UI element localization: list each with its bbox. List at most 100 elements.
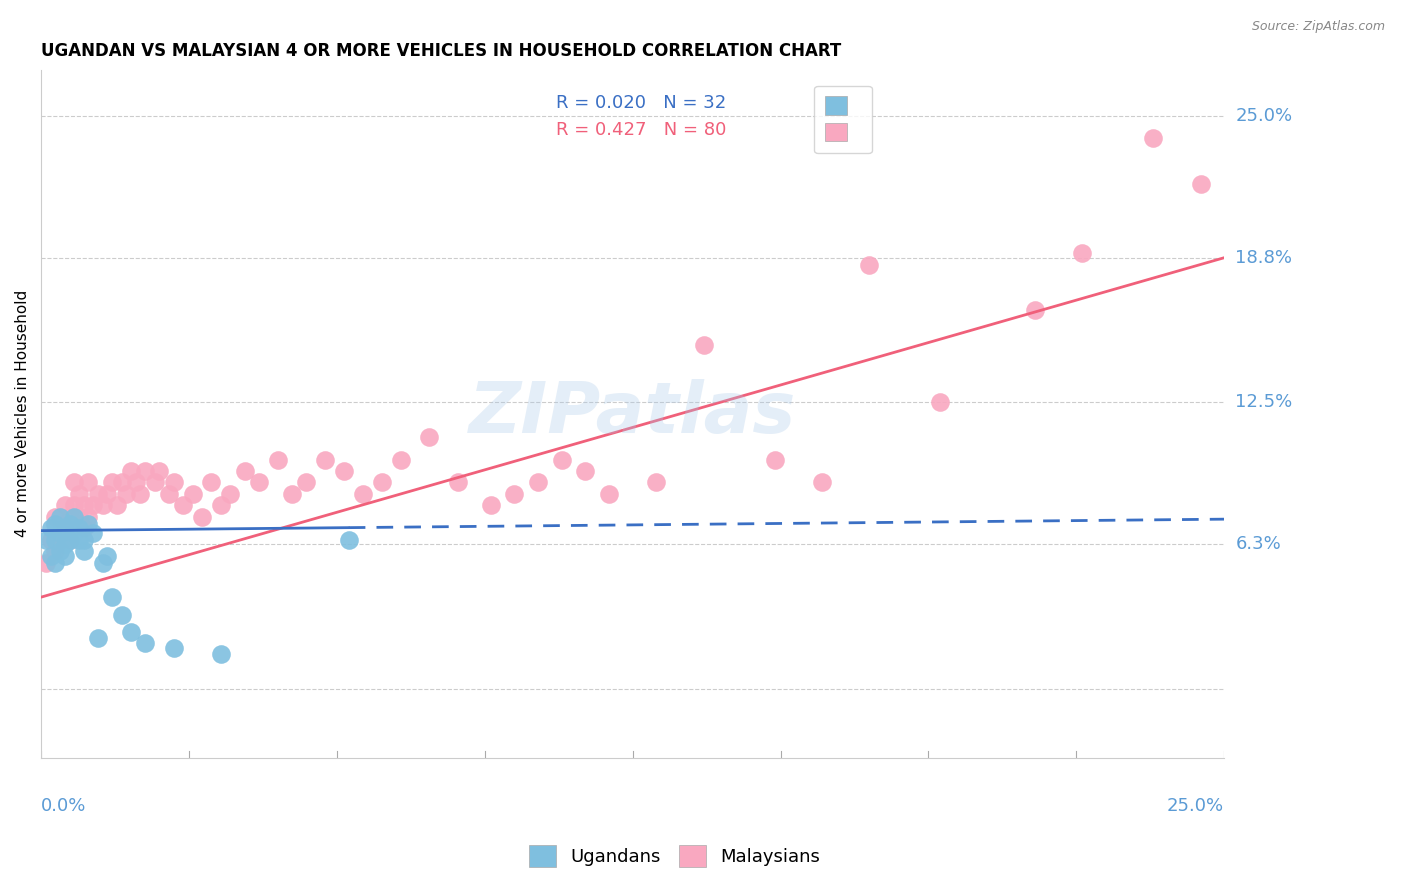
Point (120, 464, 142, 478)
Point (1024, 303, 1046, 318)
Point (692, 338, 714, 352)
Point (67, 509, 90, 524)
Point (49, 544, 72, 558)
Point (35, 556, 58, 570)
Point (53, 499, 76, 513)
Point (763, 452, 786, 467)
Point (63, 525, 86, 540)
Point (247, 475, 270, 490)
Point (858, 258, 880, 272)
Point (44, 516, 66, 531)
Text: ZIPatlas: ZIPatlas (470, 379, 796, 448)
Point (87, 632, 110, 646)
Point (91, 556, 114, 570)
Point (77, 475, 100, 490)
Point (58, 509, 80, 524)
Point (39, 521, 62, 535)
Point (49, 533, 72, 547)
Point (134, 636, 156, 650)
Point (77, 516, 100, 531)
Point (101, 590, 124, 604)
Point (53, 521, 76, 535)
Point (44, 533, 66, 547)
Point (63, 499, 86, 513)
Point (115, 487, 138, 501)
Point (44, 509, 66, 524)
Point (1189, 178, 1212, 192)
Point (550, 452, 572, 467)
Point (49, 525, 72, 540)
Point (91, 499, 114, 513)
Text: 25.0%: 25.0% (1236, 106, 1292, 125)
Point (129, 487, 152, 501)
Text: 6.3%: 6.3% (1236, 535, 1281, 553)
Y-axis label: 4 or more Vehicles in Household: 4 or more Vehicles in Household (15, 290, 30, 537)
Point (181, 487, 204, 501)
Point (49, 509, 72, 524)
Point (389, 452, 412, 467)
Point (148, 464, 170, 478)
Point (598, 487, 620, 501)
Point (479, 499, 502, 513)
Point (67, 533, 90, 547)
Point (39, 533, 62, 547)
Point (82, 525, 104, 540)
Point (200, 475, 222, 490)
Point (73, 521, 96, 535)
Point (811, 475, 834, 490)
Point (125, 475, 148, 490)
Point (645, 475, 668, 490)
Point (134, 464, 156, 478)
Text: 18.8%: 18.8% (1236, 249, 1292, 267)
Point (162, 475, 184, 490)
Text: Source: ZipAtlas.com: Source: ZipAtlas.com (1251, 20, 1385, 33)
Point (53, 549, 76, 563)
Point (73, 544, 96, 558)
Point (73, 533, 96, 547)
Point (58, 533, 80, 547)
Point (44, 544, 66, 558)
Point (503, 487, 526, 501)
Point (267, 452, 290, 467)
Point (418, 429, 440, 443)
Point (209, 499, 232, 513)
Point (1071, 246, 1094, 260)
Point (67, 521, 90, 535)
Point (105, 499, 128, 513)
Legend: Ugandans, Malaysians: Ugandans, Malaysians (522, 838, 828, 874)
Point (58, 533, 80, 547)
Point (58, 516, 80, 531)
Point (73, 499, 96, 513)
Legend: , : , (814, 86, 872, 153)
Point (314, 452, 336, 467)
Point (101, 475, 124, 490)
Point (53, 537, 76, 551)
Point (929, 395, 952, 409)
Point (143, 475, 166, 490)
Point (110, 475, 132, 490)
Point (120, 624, 142, 639)
Point (87, 487, 110, 501)
Point (77, 509, 100, 524)
Point (281, 487, 304, 501)
Point (53, 521, 76, 535)
Point (96, 549, 118, 563)
Point (110, 608, 132, 623)
Text: R = 0.427   N = 80: R = 0.427 N = 80 (555, 121, 725, 139)
Point (1142, 131, 1164, 145)
Point (219, 487, 242, 501)
Point (82, 499, 104, 513)
Point (191, 509, 214, 524)
Point (157, 487, 180, 501)
Point (63, 475, 86, 490)
Text: 25.0%: 25.0% (1167, 797, 1225, 814)
Point (96, 487, 118, 501)
Point (63, 509, 86, 524)
Point (337, 533, 360, 547)
Text: R = 0.020   N = 32: R = 0.020 N = 32 (555, 94, 725, 112)
Text: 12.5%: 12.5% (1236, 393, 1292, 411)
Point (67, 487, 90, 501)
Point (172, 499, 194, 513)
Point (352, 487, 374, 501)
Point (371, 475, 394, 490)
